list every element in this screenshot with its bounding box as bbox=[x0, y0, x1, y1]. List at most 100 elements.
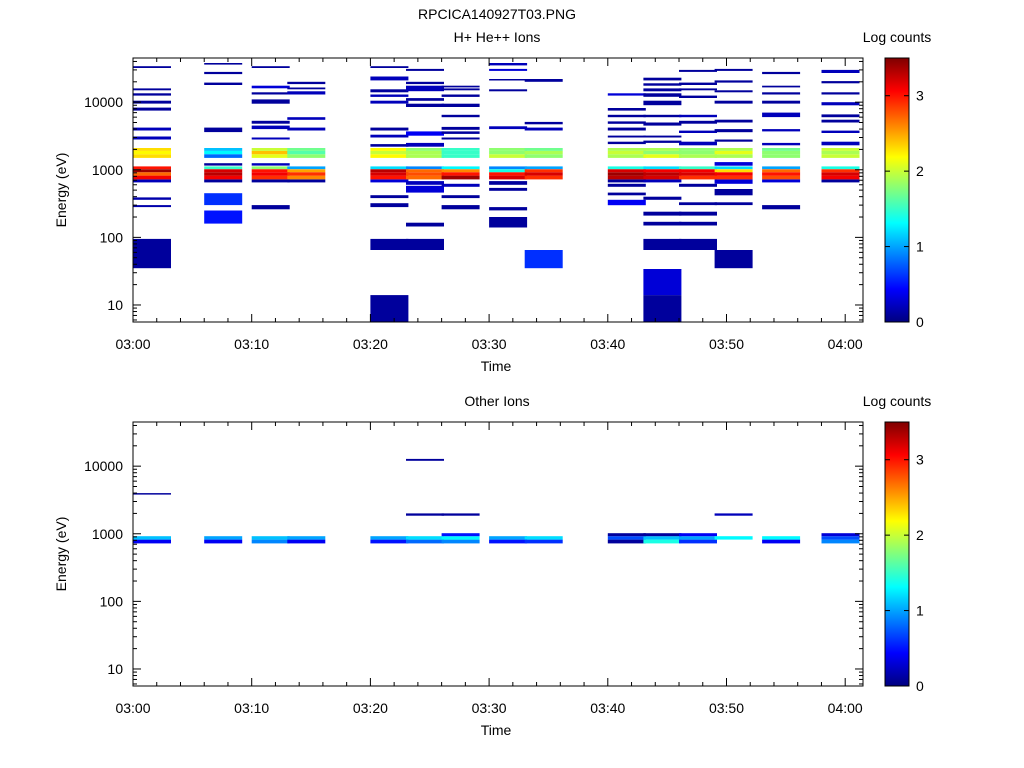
heatmap-cell bbox=[607, 199, 646, 206]
heatmap-cell bbox=[370, 148, 409, 151]
x-tick-label: 03:50 bbox=[709, 700, 744, 716]
heatmap-cell bbox=[287, 169, 326, 173]
heatmap-cell bbox=[370, 172, 409, 176]
heatmap-cell bbox=[679, 211, 717, 216]
heatmap-cell bbox=[607, 179, 646, 183]
heatmap-cell bbox=[714, 150, 753, 155]
x-axis-label: Time bbox=[481, 358, 512, 374]
heatmap-cell bbox=[489, 169, 528, 173]
heatmap-cell bbox=[287, 536, 326, 540]
x-tick-label: 03:10 bbox=[234, 336, 269, 352]
x-tick-label: 03:00 bbox=[115, 700, 150, 716]
heatmap-cell bbox=[643, 140, 682, 143]
colorbar-tick-label: 3 bbox=[916, 88, 924, 104]
heatmap-cell bbox=[762, 179, 801, 183]
heatmap-cell bbox=[821, 536, 860, 540]
heatmap-cell bbox=[679, 88, 717, 91]
heatmap-cell bbox=[762, 536, 801, 540]
heatmap-cell bbox=[607, 183, 646, 187]
x-tick-label: 03:40 bbox=[590, 700, 625, 716]
x-tick-label: 03:40 bbox=[590, 336, 625, 352]
heatmap-cell bbox=[370, 150, 409, 155]
colorbar: 0 1 2 3 bbox=[884, 421, 924, 694]
heatmap-cell bbox=[821, 539, 860, 544]
heatmap-cell bbox=[406, 142, 444, 147]
heatmap-cell bbox=[204, 63, 243, 65]
heatmap-cell bbox=[524, 536, 563, 540]
heatmap-cell bbox=[714, 139, 753, 142]
heatmap-cell bbox=[287, 175, 326, 180]
heatmap-cell bbox=[406, 85, 444, 92]
heatmap-cell bbox=[406, 131, 444, 136]
y-axis-label: Energy (eV) bbox=[53, 517, 69, 592]
heatmap-cell bbox=[714, 148, 753, 151]
heatmap-cell bbox=[406, 148, 444, 151]
heatmap-cell bbox=[524, 154, 563, 158]
heatmap-cell bbox=[714, 90, 753, 93]
heatmap-cell bbox=[489, 166, 528, 170]
colorbar: 0 1 2 3 bbox=[884, 57, 924, 330]
colorbar-tick-label: 3 bbox=[916, 452, 924, 468]
heatmap-cell bbox=[714, 68, 753, 71]
heatmap-cell bbox=[133, 93, 171, 96]
heatmap-cell bbox=[489, 63, 528, 66]
heatmap-cell bbox=[133, 166, 171, 170]
heatmap-cell bbox=[643, 269, 682, 296]
heatmap-cell bbox=[204, 148, 243, 151]
heatmap-cell bbox=[287, 154, 326, 158]
heatmap-cell bbox=[607, 150, 646, 155]
heatmap-cell bbox=[714, 154, 753, 158]
heatmap-cell bbox=[679, 150, 717, 155]
heatmap-cell bbox=[679, 183, 717, 187]
heatmap-cell bbox=[607, 93, 646, 96]
colorbar-tick-label: 0 bbox=[916, 314, 924, 330]
heatmap-cell bbox=[370, 195, 409, 199]
panel-h-he-ions: H+ He++ Ions Log counts Energy (eV) Time… bbox=[53, 29, 931, 374]
heatmap-cell bbox=[133, 127, 171, 131]
heatmap-cell bbox=[762, 166, 801, 170]
heatmap-cell bbox=[441, 148, 480, 151]
heatmap-cell bbox=[643, 77, 682, 81]
heatmap-cell bbox=[643, 536, 682, 540]
heatmap-cell bbox=[251, 120, 290, 124]
heatmap-cell bbox=[133, 66, 171, 68]
heatmap-cell bbox=[251, 205, 290, 210]
heatmap-cell bbox=[524, 166, 563, 170]
heatmap-cell bbox=[370, 134, 409, 138]
heatmap-cell bbox=[524, 250, 563, 269]
heatmap-cell bbox=[251, 175, 290, 180]
heatmap-cell bbox=[714, 189, 753, 196]
heatmap-cell bbox=[762, 100, 801, 104]
heatmap-cell bbox=[762, 92, 801, 95]
heatmap-cell bbox=[714, 119, 753, 123]
heatmap-cell bbox=[607, 148, 646, 151]
heatmap-cell bbox=[204, 539, 243, 544]
figure-title: RPCICA140927T03.PNG bbox=[418, 6, 576, 22]
heatmap-cell bbox=[679, 175, 717, 180]
heatmap-cell bbox=[251, 166, 290, 170]
heatmap-cell bbox=[370, 89, 409, 93]
x-tick-label: 03:10 bbox=[234, 700, 269, 716]
heatmap-cell bbox=[524, 172, 563, 176]
heatmap-cell bbox=[441, 94, 480, 97]
heatmap-cell bbox=[643, 148, 682, 151]
heatmap-cell bbox=[370, 94, 409, 97]
heatmap-cell bbox=[406, 222, 444, 227]
heatmap-cell bbox=[524, 148, 563, 151]
heatmap-cell bbox=[133, 539, 171, 544]
heatmap-cell bbox=[489, 217, 528, 228]
heatmap-cell bbox=[370, 166, 409, 170]
heatmap-cell bbox=[714, 80, 753, 83]
heatmap-cell bbox=[607, 154, 646, 158]
heatmap-cell bbox=[251, 148, 290, 151]
y-tick-label: 10 bbox=[107, 297, 123, 313]
heatmap-cell bbox=[821, 114, 860, 118]
heatmap-cell bbox=[607, 108, 646, 111]
heatmap-cell bbox=[287, 87, 326, 90]
heatmap-cell bbox=[406, 81, 444, 85]
y-tick-label: 1000 bbox=[92, 526, 123, 542]
heatmap-cell bbox=[524, 175, 563, 180]
heatmap-cell bbox=[489, 539, 528, 544]
heatmap-cell bbox=[406, 166, 444, 170]
